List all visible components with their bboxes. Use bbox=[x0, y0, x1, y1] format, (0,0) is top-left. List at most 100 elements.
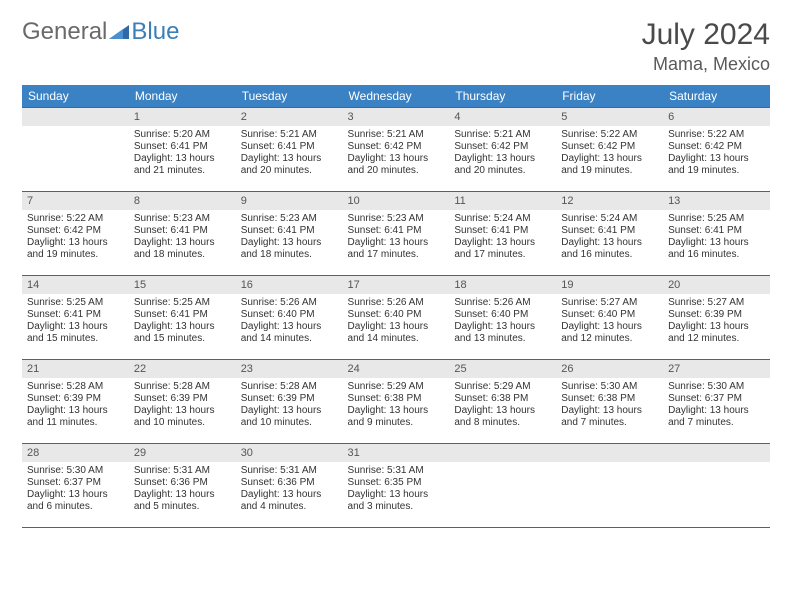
day-number: 27 bbox=[663, 360, 770, 378]
day-body: Sunrise: 5:30 AMSunset: 6:37 PMDaylight:… bbox=[22, 462, 129, 517]
daylight-text: Daylight: 13 hours and 13 minutes. bbox=[454, 321, 551, 345]
day-number: 18 bbox=[449, 276, 556, 294]
calendar-day-cell: 24Sunrise: 5:29 AMSunset: 6:38 PMDayligh… bbox=[343, 360, 450, 444]
day-number: 17 bbox=[343, 276, 450, 294]
day-body: Sunrise: 5:23 AMSunset: 6:41 PMDaylight:… bbox=[129, 210, 236, 265]
calendar-day-cell: 12Sunrise: 5:24 AMSunset: 6:41 PMDayligh… bbox=[556, 192, 663, 276]
sunrise-text: Sunrise: 5:21 AM bbox=[454, 129, 551, 141]
sunset-text: Sunset: 6:42 PM bbox=[348, 141, 445, 153]
weekday-header: Monday bbox=[129, 85, 236, 108]
day-body: Sunrise: 5:30 AMSunset: 6:38 PMDaylight:… bbox=[556, 378, 663, 433]
calendar-week-row: 1Sunrise: 5:20 AMSunset: 6:41 PMDaylight… bbox=[22, 108, 770, 192]
day-number: 11 bbox=[449, 192, 556, 210]
sunrise-text: Sunrise: 5:21 AM bbox=[241, 129, 338, 141]
calendar-day-cell: 22Sunrise: 5:28 AMSunset: 6:39 PMDayligh… bbox=[129, 360, 236, 444]
day-number: 12 bbox=[556, 192, 663, 210]
day-body: Sunrise: 5:26 AMSunset: 6:40 PMDaylight:… bbox=[236, 294, 343, 349]
day-body: Sunrise: 5:29 AMSunset: 6:38 PMDaylight:… bbox=[449, 378, 556, 433]
sunset-text: Sunset: 6:41 PM bbox=[241, 225, 338, 237]
calendar-day-cell: 11Sunrise: 5:24 AMSunset: 6:41 PMDayligh… bbox=[449, 192, 556, 276]
day-number: 26 bbox=[556, 360, 663, 378]
daylight-text: Daylight: 13 hours and 18 minutes. bbox=[134, 237, 231, 261]
daylight-text: Daylight: 13 hours and 15 minutes. bbox=[27, 321, 124, 345]
day-body: Sunrise: 5:21 AMSunset: 6:41 PMDaylight:… bbox=[236, 126, 343, 181]
sunrise-text: Sunrise: 5:31 AM bbox=[134, 465, 231, 477]
day-number: 4 bbox=[449, 108, 556, 126]
sunset-text: Sunset: 6:37 PM bbox=[27, 477, 124, 489]
sunrise-text: Sunrise: 5:26 AM bbox=[454, 297, 551, 309]
sunrise-text: Sunrise: 5:23 AM bbox=[134, 213, 231, 225]
day-number: 10 bbox=[343, 192, 450, 210]
calendar-day-cell bbox=[22, 108, 129, 192]
sunset-text: Sunset: 6:41 PM bbox=[27, 309, 124, 321]
daylight-text: Daylight: 13 hours and 19 minutes. bbox=[561, 153, 658, 177]
sunset-text: Sunset: 6:38 PM bbox=[454, 393, 551, 405]
daylight-text: Daylight: 13 hours and 10 minutes. bbox=[134, 405, 231, 429]
month-title: July 2024 bbox=[642, 18, 770, 52]
daylight-text: Daylight: 13 hours and 16 minutes. bbox=[561, 237, 658, 261]
daylight-text: Daylight: 13 hours and 4 minutes. bbox=[241, 489, 338, 513]
sunset-text: Sunset: 6:42 PM bbox=[27, 225, 124, 237]
day-number bbox=[663, 444, 770, 462]
day-number bbox=[449, 444, 556, 462]
day-body: Sunrise: 5:22 AMSunset: 6:42 PMDaylight:… bbox=[663, 126, 770, 181]
day-body: Sunrise: 5:20 AMSunset: 6:41 PMDaylight:… bbox=[129, 126, 236, 181]
daylight-text: Daylight: 13 hours and 15 minutes. bbox=[134, 321, 231, 345]
sunrise-text: Sunrise: 5:22 AM bbox=[561, 129, 658, 141]
logo: General Blue bbox=[22, 18, 179, 46]
sunrise-text: Sunrise: 5:21 AM bbox=[348, 129, 445, 141]
sunset-text: Sunset: 6:40 PM bbox=[561, 309, 658, 321]
sunrise-text: Sunrise: 5:29 AM bbox=[454, 381, 551, 393]
sunrise-text: Sunrise: 5:23 AM bbox=[241, 213, 338, 225]
sunset-text: Sunset: 6:36 PM bbox=[241, 477, 338, 489]
daylight-text: Daylight: 13 hours and 21 minutes. bbox=[134, 153, 231, 177]
calendar-day-cell: 29Sunrise: 5:31 AMSunset: 6:36 PMDayligh… bbox=[129, 444, 236, 528]
daylight-text: Daylight: 13 hours and 6 minutes. bbox=[27, 489, 124, 513]
day-number: 3 bbox=[343, 108, 450, 126]
daylight-text: Daylight: 13 hours and 14 minutes. bbox=[241, 321, 338, 345]
calendar-day-cell bbox=[449, 444, 556, 528]
day-number: 29 bbox=[129, 444, 236, 462]
daylight-text: Daylight: 13 hours and 9 minutes. bbox=[348, 405, 445, 429]
calendar-day-cell: 2Sunrise: 5:21 AMSunset: 6:41 PMDaylight… bbox=[236, 108, 343, 192]
calendar-table: Sunday Monday Tuesday Wednesday Thursday… bbox=[22, 85, 770, 528]
sunset-text: Sunset: 6:41 PM bbox=[668, 225, 765, 237]
sunrise-text: Sunrise: 5:28 AM bbox=[134, 381, 231, 393]
calendar-day-cell: 9Sunrise: 5:23 AMSunset: 6:41 PMDaylight… bbox=[236, 192, 343, 276]
sunset-text: Sunset: 6:41 PM bbox=[454, 225, 551, 237]
calendar-day-cell: 8Sunrise: 5:23 AMSunset: 6:41 PMDaylight… bbox=[129, 192, 236, 276]
sunset-text: Sunset: 6:39 PM bbox=[241, 393, 338, 405]
day-number: 7 bbox=[22, 192, 129, 210]
sunrise-text: Sunrise: 5:26 AM bbox=[348, 297, 445, 309]
weekday-header: Friday bbox=[556, 85, 663, 108]
weekday-header: Saturday bbox=[663, 85, 770, 108]
calendar-day-cell: 27Sunrise: 5:30 AMSunset: 6:37 PMDayligh… bbox=[663, 360, 770, 444]
day-body: Sunrise: 5:25 AMSunset: 6:41 PMDaylight:… bbox=[129, 294, 236, 349]
calendar-day-cell: 6Sunrise: 5:22 AMSunset: 6:42 PMDaylight… bbox=[663, 108, 770, 192]
sunset-text: Sunset: 6:42 PM bbox=[561, 141, 658, 153]
daylight-text: Daylight: 13 hours and 19 minutes. bbox=[27, 237, 124, 261]
sunrise-text: Sunrise: 5:30 AM bbox=[668, 381, 765, 393]
sunrise-text: Sunrise: 5:28 AM bbox=[27, 381, 124, 393]
day-number bbox=[556, 444, 663, 462]
day-body: Sunrise: 5:30 AMSunset: 6:37 PMDaylight:… bbox=[663, 378, 770, 433]
daylight-text: Daylight: 13 hours and 12 minutes. bbox=[561, 321, 658, 345]
day-body: Sunrise: 5:26 AMSunset: 6:40 PMDaylight:… bbox=[343, 294, 450, 349]
day-body: Sunrise: 5:25 AMSunset: 6:41 PMDaylight:… bbox=[663, 210, 770, 265]
calendar-day-cell: 15Sunrise: 5:25 AMSunset: 6:41 PMDayligh… bbox=[129, 276, 236, 360]
calendar-week-row: 21Sunrise: 5:28 AMSunset: 6:39 PMDayligh… bbox=[22, 360, 770, 444]
weekday-header: Sunday bbox=[22, 85, 129, 108]
day-body: Sunrise: 5:24 AMSunset: 6:41 PMDaylight:… bbox=[449, 210, 556, 265]
sunset-text: Sunset: 6:40 PM bbox=[241, 309, 338, 321]
day-body: Sunrise: 5:26 AMSunset: 6:40 PMDaylight:… bbox=[449, 294, 556, 349]
weekday-header: Wednesday bbox=[343, 85, 450, 108]
daylight-text: Daylight: 13 hours and 16 minutes. bbox=[668, 237, 765, 261]
sunset-text: Sunset: 6:41 PM bbox=[241, 141, 338, 153]
sunset-text: Sunset: 6:42 PM bbox=[454, 141, 551, 153]
calendar-week-row: 28Sunrise: 5:30 AMSunset: 6:37 PMDayligh… bbox=[22, 444, 770, 528]
calendar-day-cell: 23Sunrise: 5:28 AMSunset: 6:39 PMDayligh… bbox=[236, 360, 343, 444]
day-number: 5 bbox=[556, 108, 663, 126]
sunrise-text: Sunrise: 5:30 AM bbox=[561, 381, 658, 393]
sunrise-text: Sunrise: 5:30 AM bbox=[27, 465, 124, 477]
day-body: Sunrise: 5:23 AMSunset: 6:41 PMDaylight:… bbox=[343, 210, 450, 265]
